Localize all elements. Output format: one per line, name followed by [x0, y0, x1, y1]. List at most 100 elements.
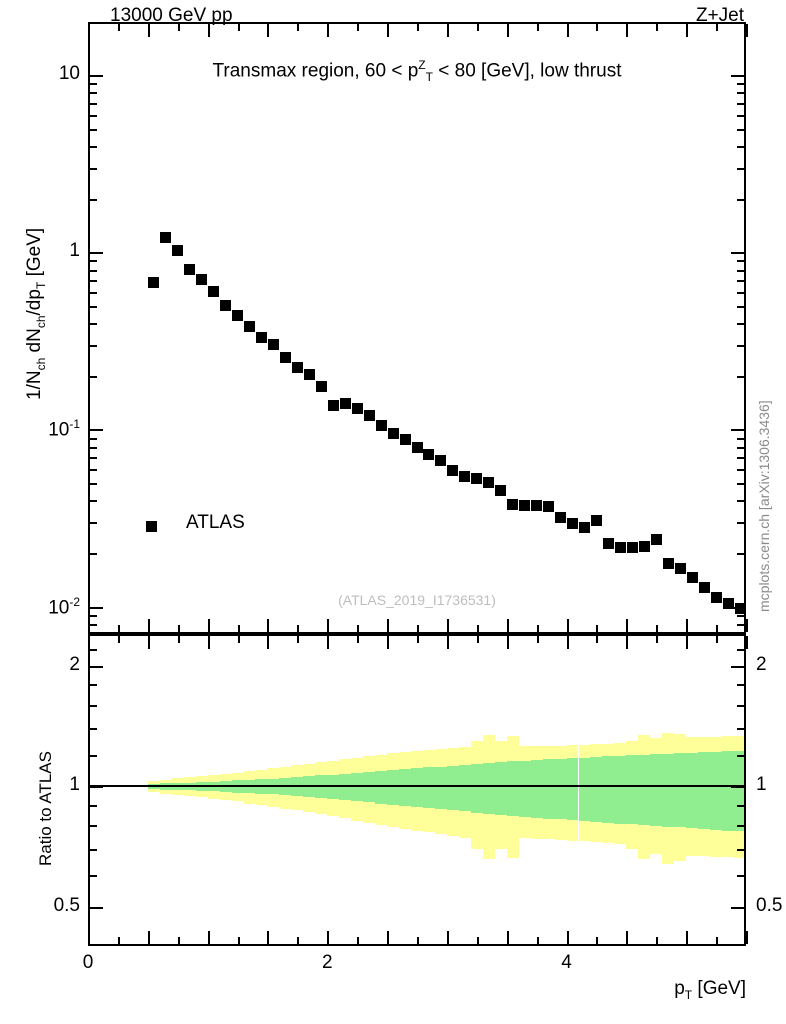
data-point-marker: [626, 541, 638, 553]
axis-tick: [90, 323, 97, 325]
data-point-marker: [244, 321, 255, 333]
ratio-ytick-label-right: 1: [756, 774, 767, 796]
axis-tick: [357, 937, 359, 944]
data-point-marker: [267, 339, 279, 351]
axis-tick: [746, 619, 748, 632]
analysis-id-watermark: (ATLAS_2019_I1736531): [338, 592, 496, 608]
axis-tick: [737, 129, 744, 131]
data-point-marker: [411, 442, 423, 454]
main-plot-area[interactable]: [90, 24, 744, 632]
axis-tick: [537, 24, 539, 31]
axis-tick: [90, 615, 97, 617]
axis-tick: [737, 376, 744, 378]
ratio-inner-uncertainty-band: [602, 756, 615, 823]
axis-tick: [90, 522, 97, 524]
main-plot-frame: [88, 22, 746, 634]
ratio-inner-uncertainty-band: [710, 751, 723, 830]
axis-tick: [90, 607, 103, 609]
axis-tick: [737, 83, 744, 85]
axis-tick: [238, 937, 240, 944]
axis-tick: [737, 522, 744, 524]
axis-tick: [737, 92, 744, 94]
axis-tick: [737, 500, 744, 502]
axis-tick: [417, 937, 419, 944]
axis-tick: [327, 24, 329, 37]
ratio-inner-uncertainty-band: [434, 766, 447, 809]
x-axis-label: pT [GeV]: [674, 978, 746, 1002]
axis-tick: [737, 270, 744, 272]
data-point-marker: [255, 332, 267, 344]
data-point-marker: [459, 471, 471, 483]
axis-tick: [90, 199, 97, 201]
ratio-inner-uncertainty-band: [578, 757, 591, 821]
ratio-inner-uncertainty-band: [482, 762, 495, 814]
axis-tick: [208, 619, 210, 632]
axis-tick: [686, 24, 688, 37]
axis-tick: [208, 636, 210, 649]
axis-tick: [90, 260, 97, 262]
data-point-marker: [483, 477, 495, 489]
ratio-ytick-label: 2: [69, 653, 80, 675]
axis-tick: [90, 115, 97, 117]
xtick-label: 0: [82, 952, 94, 973]
ratio-reference-line: [90, 785, 744, 788]
axis-tick: [90, 849, 97, 851]
ratio-inner-uncertainty-band: [506, 761, 519, 816]
ratio-inner-uncertainty-band: [638, 754, 651, 826]
data-point-marker: [507, 499, 519, 511]
axis-tick: [626, 24, 628, 37]
main-ytick-label: 10-1: [48, 417, 80, 441]
axis-tick: [238, 636, 240, 643]
data-point-marker: [375, 420, 387, 432]
axis-tick: [90, 83, 97, 85]
axis-tick: [567, 24, 569, 37]
axis-tick: [737, 103, 744, 105]
data-point-marker: [698, 582, 710, 594]
ratio-inner-uncertainty-band: [566, 758, 579, 820]
axis-tick: [417, 24, 419, 31]
axis-tick: [716, 24, 718, 31]
axis-tick: [737, 292, 744, 294]
axis-tick: [737, 323, 744, 325]
axis-tick: [731, 252, 744, 254]
axis-tick: [118, 636, 120, 643]
ratio-inner-uncertainty-band: [422, 767, 435, 808]
axis-tick: [447, 619, 449, 632]
ratio-inner-uncertainty-band: [662, 753, 675, 828]
axis-tick: [746, 24, 748, 37]
axis-tick: [737, 684, 744, 686]
axis-tick: [90, 252, 103, 254]
data-point-marker: [710, 592, 722, 604]
axis-tick: [178, 937, 180, 944]
data-point-marker: [220, 300, 232, 312]
axis-tick: [507, 931, 509, 944]
axis-tick: [596, 625, 598, 632]
main-ytick-label: 1: [69, 240, 80, 262]
axis-tick: [90, 805, 97, 807]
ratio-plot-area[interactable]: [90, 636, 744, 944]
data-point-marker: [184, 264, 196, 276]
data-point-marker: [423, 449, 435, 461]
ylabel-part-b: dN: [24, 328, 45, 358]
axis-tick: [477, 636, 479, 643]
axis-tick: [297, 24, 299, 31]
data-point-marker: [447, 464, 459, 476]
axis-tick: [737, 805, 744, 807]
axis-tick: [731, 607, 744, 609]
axis-tick: [731, 666, 744, 668]
axis-tick: [327, 619, 329, 632]
data-point-marker: [686, 572, 698, 584]
axis-tick: [357, 24, 359, 31]
axis-tick: [737, 483, 744, 485]
axis-tick: [737, 306, 744, 308]
data-point-marker: [196, 274, 208, 286]
axis-tick: [90, 705, 97, 707]
ratio-ytick-label-right: 0.5: [756, 895, 783, 917]
ratio-inner-uncertainty-band: [698, 752, 711, 830]
axis-tick: [327, 636, 329, 649]
ratio-ytick-label-right: 2: [756, 653, 767, 675]
axis-tick: [716, 636, 718, 643]
ratio-inner-uncertainty-band: [446, 765, 459, 810]
axis-tick: [148, 24, 150, 37]
axis-tick: [737, 146, 744, 148]
